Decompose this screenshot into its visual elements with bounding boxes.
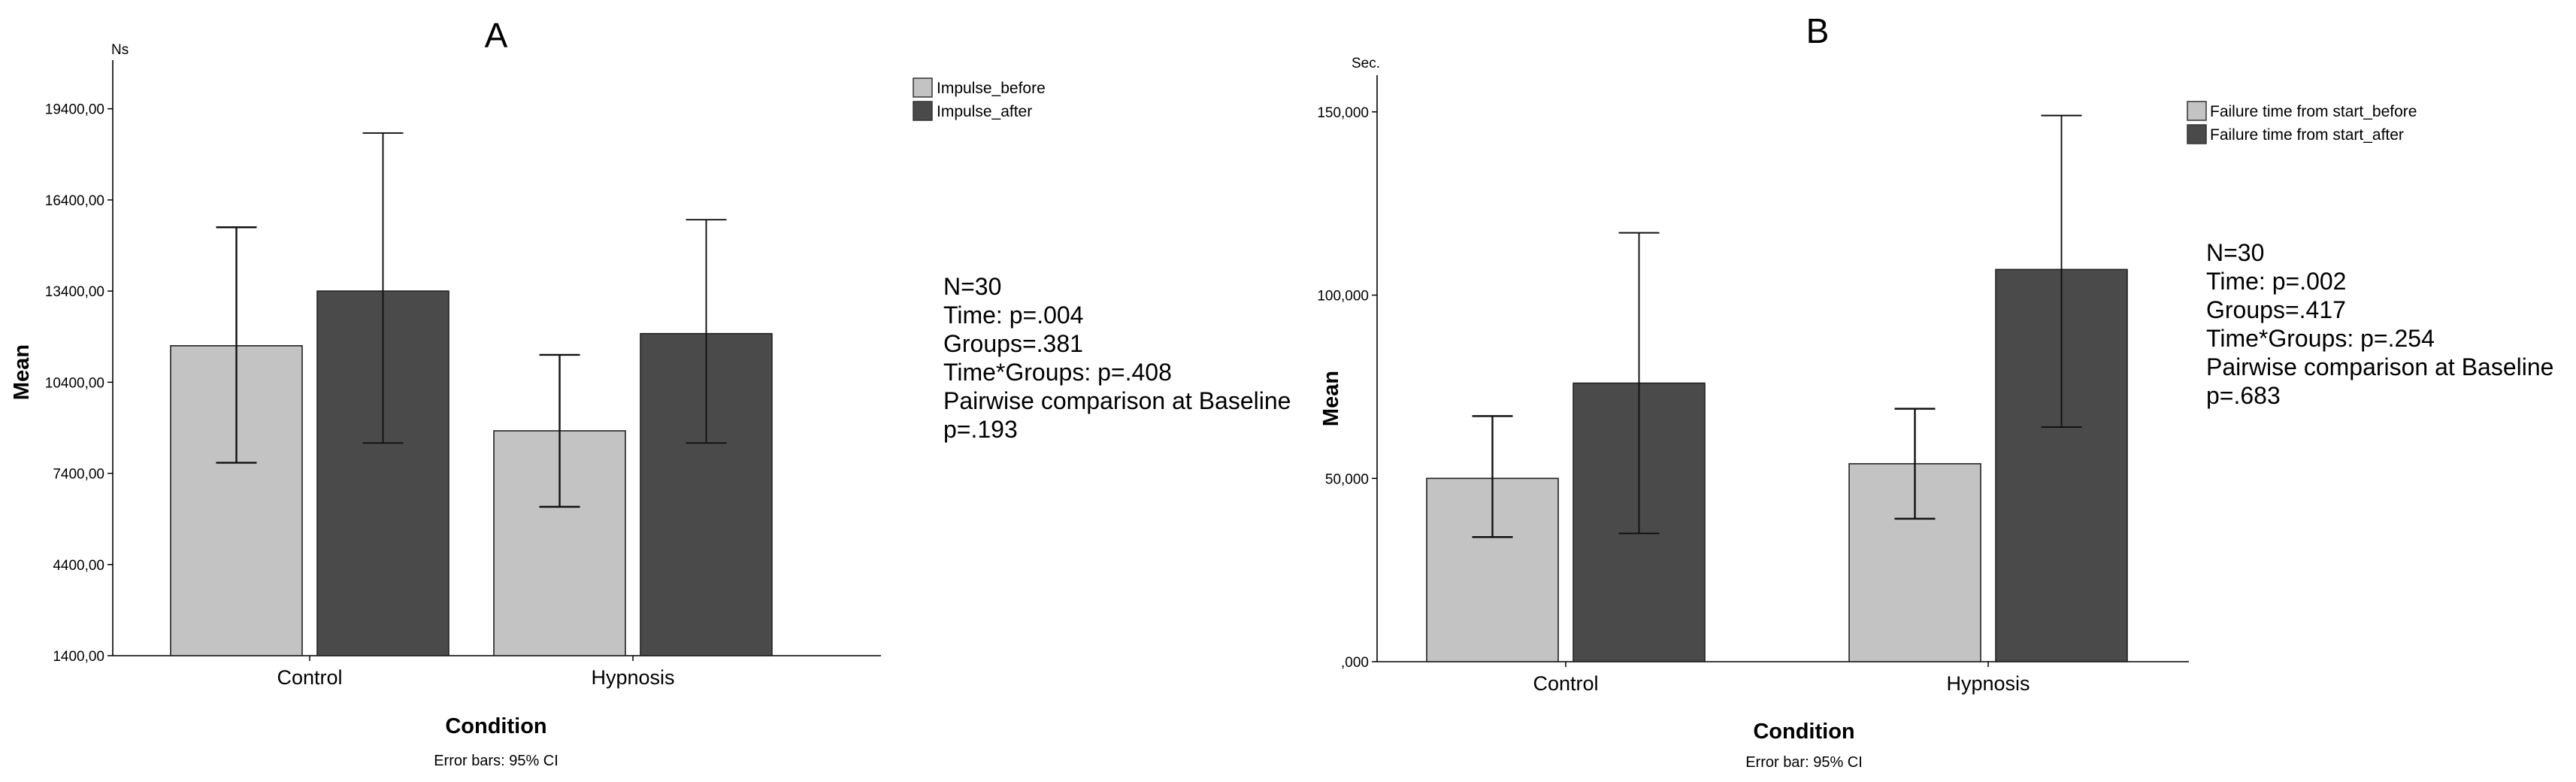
stats-a-line-6: p=.193 [943, 416, 1018, 443]
panel-b-ylabel: Mean [1319, 371, 1343, 426]
x-tick-label: Hypnosis [1946, 672, 2030, 695]
y-tick-label: 1400,00 [53, 649, 104, 665]
panel-b-legend: Failure time from start_before Failure t… [2187, 101, 2417, 144]
legend-label-impulse-before: Impulse_before [937, 80, 1046, 97]
legend-swatch-failure-before [2187, 101, 2207, 121]
panel-a-stats: N=30 Time: p=.004 Groups=.381 Time*Group… [943, 273, 1291, 443]
legend-label-failure-before: Failure time from start_before [2210, 103, 2417, 120]
y-tick-label: ,000 [1341, 655, 1369, 671]
stats-b-line-4: Time*Groups: p=.254 [2206, 325, 2435, 352]
x-tick-label: Control [1533, 672, 1598, 695]
panel-a-title: A [485, 16, 508, 55]
panel-b-title: B [1806, 11, 1830, 50]
panel-b-stats: N=30 Time: p=.002 Groups=.417 Time*Group… [2206, 239, 2553, 409]
legend-label-failure-after: Failure time from start_after [2210, 126, 2404, 144]
panel-b-xlabel: Condition [1753, 720, 1854, 744]
stats-a-line-5: Pairwise comparison at Baseline [943, 387, 1291, 414]
stats-b-line-1: N=30 [2206, 239, 2264, 266]
stats-a-line-1: N=30 [943, 273, 1001, 300]
panel-a-footnote: Error bars: 95% CI [434, 753, 558, 769]
panel-b-footnote: Error bar: 95% CI [1745, 754, 1863, 771]
x-tick-label: Control [277, 666, 342, 689]
stats-a-line-2: Time: p=.004 [943, 302, 1083, 329]
stats-a-line-3: Groups=.381 [943, 330, 1083, 357]
y-tick-label: 13400,00 [45, 284, 104, 300]
panel-a-ylabel: Mean [10, 344, 34, 400]
panel-a-plot: 1400,00 4400,00 7400,00 10400,00 13400,00 164… [45, 60, 881, 689]
y-tick-label: 10400,00 [45, 375, 104, 391]
stats-b-line-3: Groups=.417 [2206, 296, 2346, 323]
y-tick-label: 50,000 [1325, 471, 1369, 487]
stats-a-line-4: Time*Groups: p=.408 [943, 359, 1172, 386]
panel-a: A Ns Mean Condition Error bars: 95% CI 1… [10, 16, 1291, 769]
legend-label-impulse-after: Impulse_after [937, 103, 1032, 120]
legend-swatch-impulse-after [913, 101, 933, 121]
stats-b-line-2: Time: p=.002 [2206, 268, 2346, 295]
panel-b-unit: Sec. [1352, 56, 1380, 71]
y-tick-label: 7400,00 [53, 467, 104, 483]
panel-a-legend: Impulse_before Impulse_after [913, 77, 1046, 121]
x-tick-label: Hypnosis [591, 666, 674, 689]
y-tick-label: 16400,00 [45, 193, 104, 209]
panel-b-plot: ,000 50,000 100,000 150,000 Control Hypnosis [1317, 75, 2189, 695]
legend-swatch-failure-after [2187, 124, 2207, 144]
y-tick-label: 4400,00 [53, 558, 104, 574]
y-tick-label: 100,000 [1317, 289, 1369, 305]
stats-b-line-5: Pairwise comparison at Baseline [2206, 353, 2553, 380]
panel-a-xlabel: Condition [445, 714, 546, 738]
panel-a-unit: Ns [111, 42, 129, 58]
panel-b: B Sec. Mean Condition Error bar: 95% CI … [1317, 11, 2553, 771]
y-tick-label: 150,000 [1317, 105, 1369, 121]
stats-b-line-6: p=.683 [2206, 382, 2281, 409]
legend-swatch-impulse-before [913, 77, 933, 98]
y-tick-label: 19400,00 [45, 102, 104, 118]
